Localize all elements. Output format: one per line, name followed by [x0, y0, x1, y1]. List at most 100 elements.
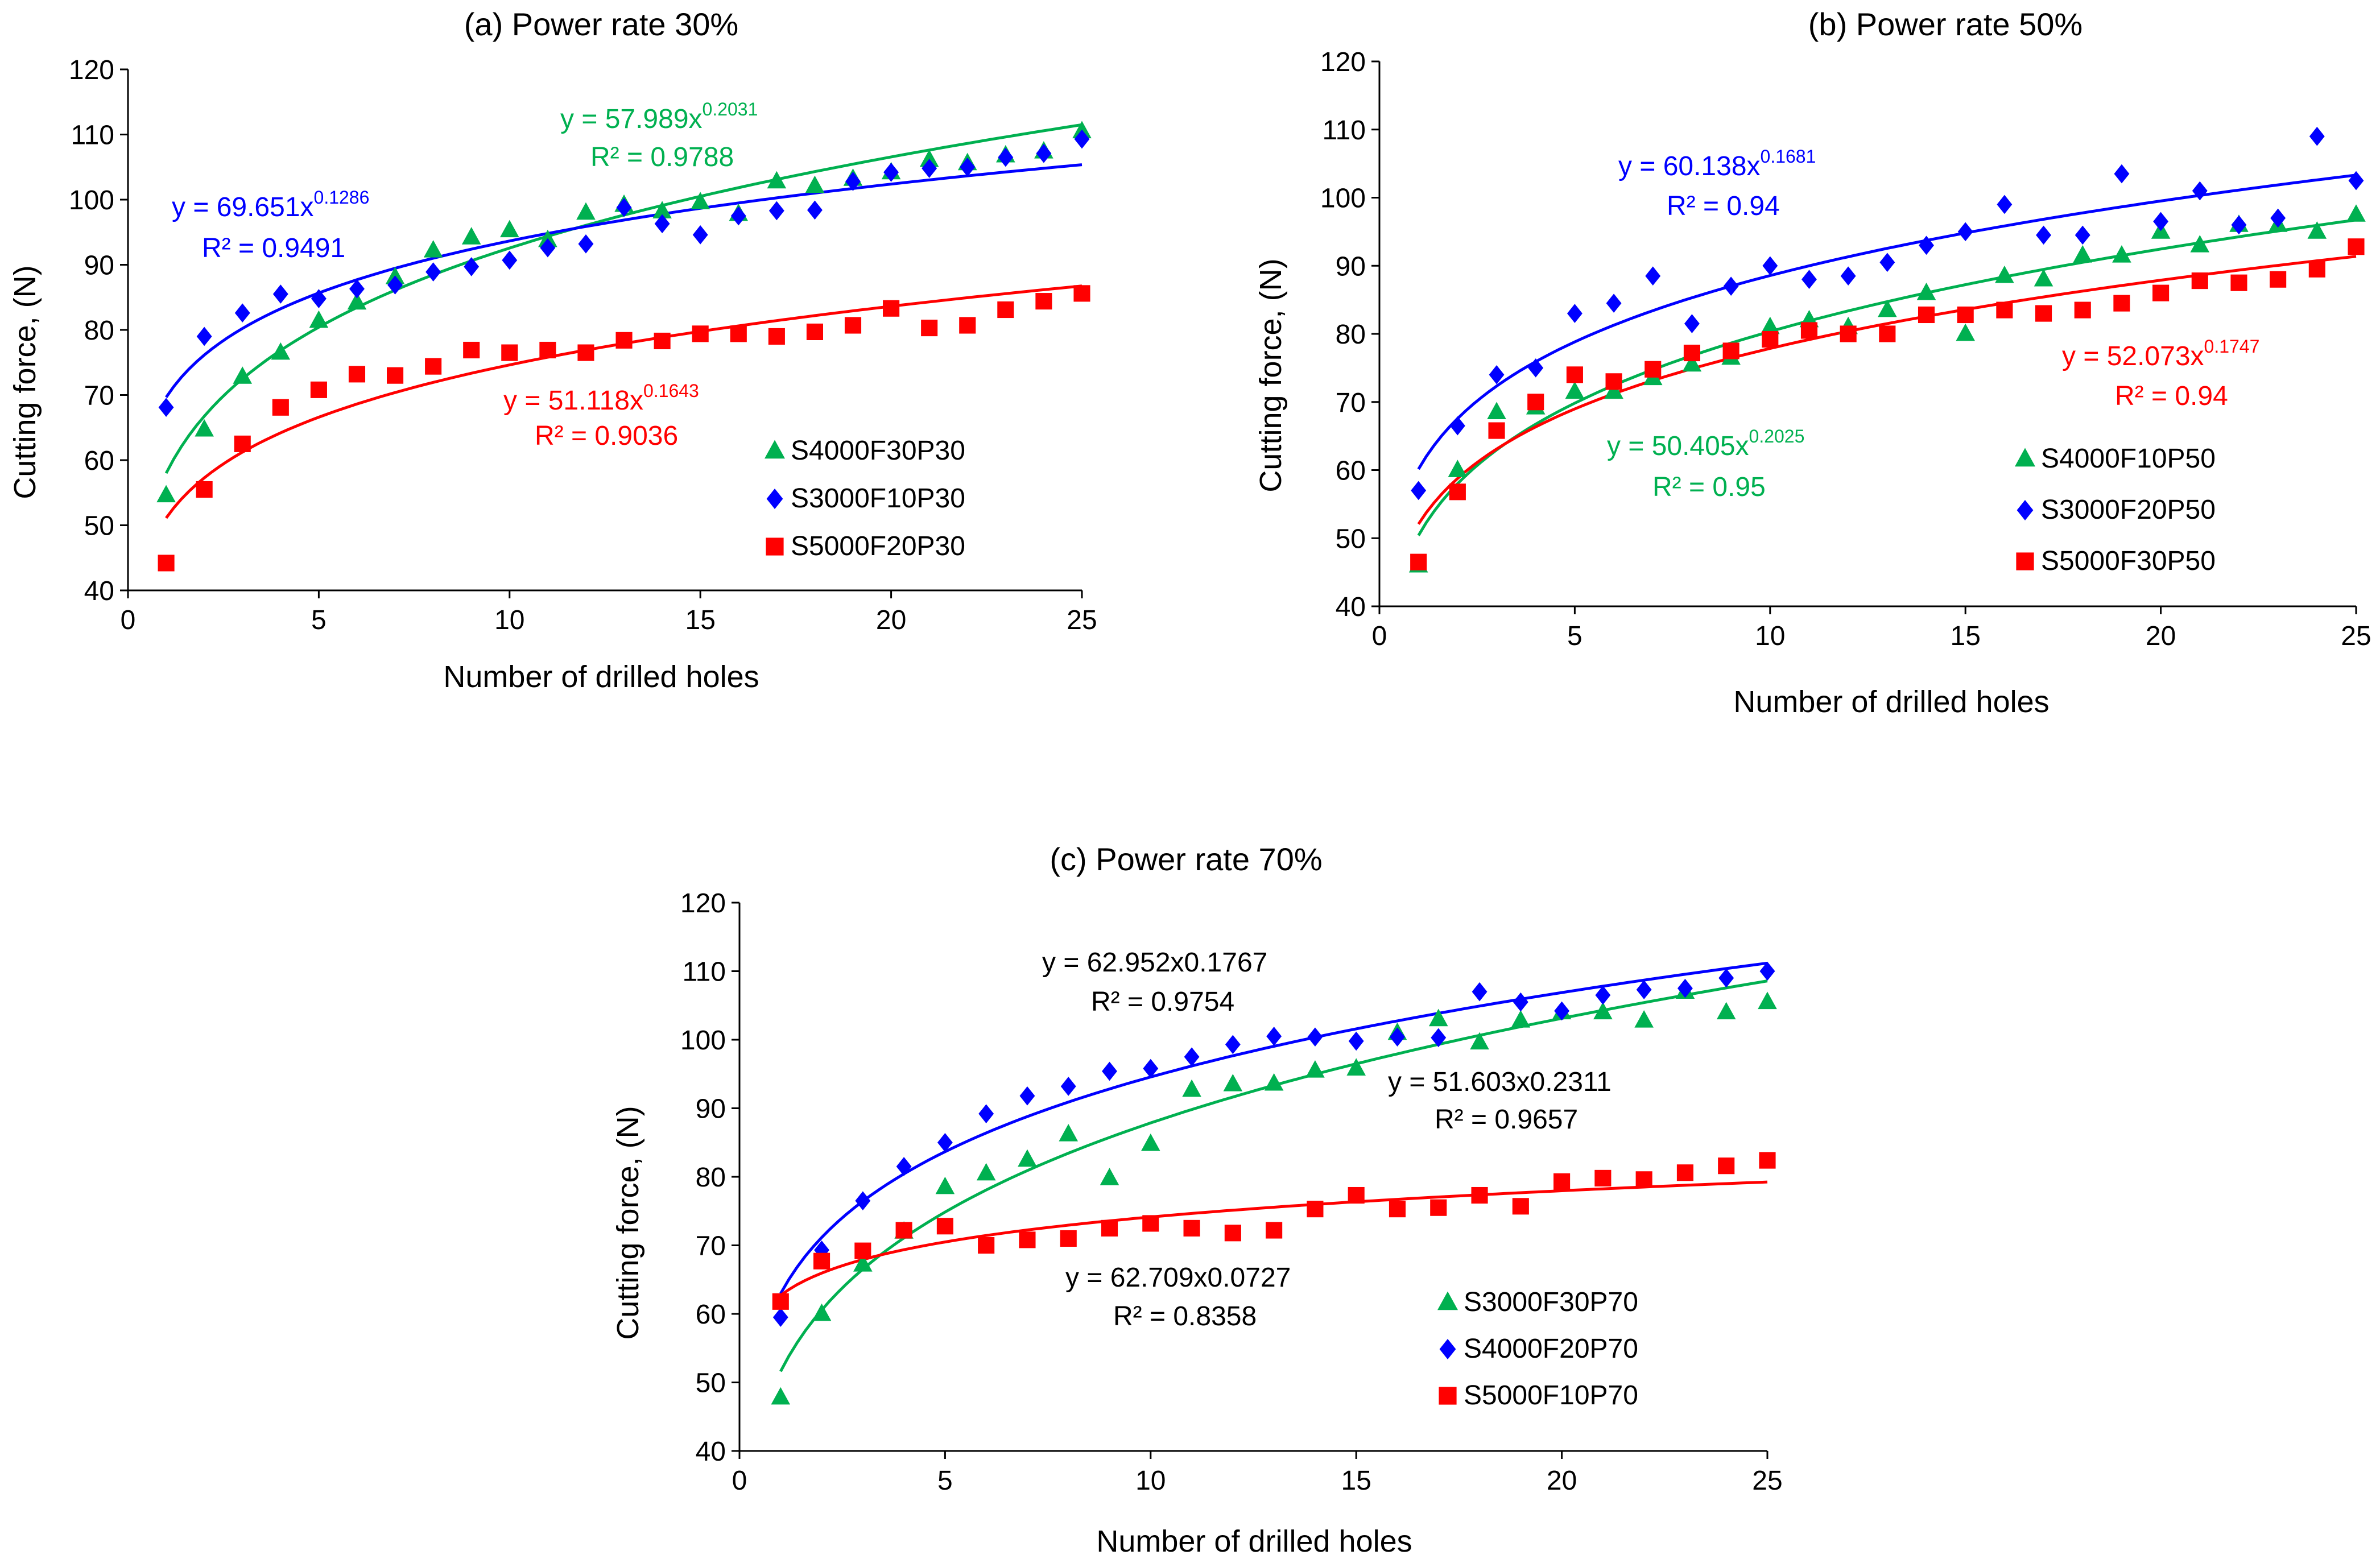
- panel-c-point-s3000f30p70: [1428, 1008, 1448, 1027]
- panel-b-point-s3000f20p50: [2075, 225, 2090, 245]
- panel-c-point-s5000f10p70: [1101, 1219, 1118, 1237]
- panel-c-legend-label-s4000f20p70: S4000F20P70: [1464, 1334, 1638, 1364]
- panel-b-point-s5000f30p50: [1722, 342, 1739, 359]
- panel-b-point-s4000f10p50: [1956, 323, 1975, 341]
- panel-c-y-tick-label: 70: [696, 1231, 726, 1262]
- panel-b-y-tick-label: 110: [1322, 115, 1366, 146]
- panel-c-point-s4000f20p70: [1102, 1061, 1117, 1081]
- panel-a-point-s4000f30p30: [691, 192, 710, 209]
- panel-c-point-s5000f10p70: [813, 1252, 830, 1270]
- panel-c-point-s3000f30p70: [853, 1254, 873, 1272]
- panel-a-legend-label-s3000f10p30: S3000F10P30: [791, 483, 965, 514]
- panel-b-point-s5000f30p50: [1683, 344, 1700, 362]
- panel-a-point-s4000f30p30: [156, 485, 176, 503]
- panel-c-point-s5000f10p70: [1635, 1171, 1652, 1188]
- panel-c-point-s4000f20p70: [1718, 968, 1734, 988]
- panel-b-point-s3000f20p50: [1840, 266, 1856, 286]
- panel-a-legend-label-s5000f20p30: S5000F20P30: [791, 531, 965, 561]
- panel-a-point-s5000f20p30: [844, 317, 862, 334]
- panel-c-point-s4000f20p70: [1143, 1058, 1159, 1078]
- panel-b: (b) Power rate 50% Cutting force, (N) Nu…: [1254, 6, 2259, 719]
- panel-a-fit-equation-base: y = 57.989x: [560, 104, 703, 134]
- panel-c-title: (c) Power rate 70%: [1049, 841, 1322, 877]
- panel-a-point-s5000f20p30: [234, 435, 251, 452]
- panel-b-point-s3000f20p50: [1606, 293, 1622, 313]
- panel-c-x-tick-label: 20: [1547, 1466, 1577, 1496]
- panel-c-point-s5000f10p70: [1389, 1201, 1406, 1218]
- panel-a-point-s5000f20p30: [387, 367, 404, 384]
- panel-b-point-s5000f30p50: [1566, 366, 1583, 383]
- panel-b-point-s4000f10p50: [1995, 265, 2014, 283]
- panel-a-y-tick-label: 70: [84, 381, 114, 411]
- panel-c-legend-marker-s3000f30p70: [1437, 1291, 1458, 1310]
- panel-b-point-s3000f20p50: [1489, 365, 1505, 384]
- panel-a-point-s4000f30p30: [309, 310, 329, 328]
- panel-a-legend-marker-s3000f10p30: [766, 489, 783, 509]
- panel-c-point-s5000f10p70: [1471, 1186, 1488, 1204]
- panel-c-fit-equation-s5000f10p70: y = 62.709x0.0727: [1065, 1263, 1291, 1293]
- panel-c-point-s5000f10p70: [772, 1293, 789, 1310]
- panel-b-legend-label-s5000f30p50: S5000F30P50: [2041, 546, 2216, 576]
- panel-a-fit-r2-s4000f30p30: R² = 0.9788: [590, 142, 734, 172]
- panel-a-fit-equation-exponent: 0.1286: [314, 187, 370, 208]
- panel-a-point-s5000f20p30: [577, 344, 594, 361]
- panel-b-fit-equation-s4000f10p50: y = 50.405x0.2025: [1607, 426, 1804, 461]
- panel-a-y-tick-label: 40: [84, 576, 114, 606]
- panel-a-fit-r2-s5000f20p30: R² = 0.9036: [535, 421, 678, 451]
- panel-a-x-tick-label: 15: [685, 605, 716, 635]
- panel-b-point-s5000f30p50: [2152, 284, 2170, 301]
- panel-c-point-s4000f20p70: [937, 1132, 953, 1152]
- panel-c-point-s5000f10p70: [1307, 1201, 1324, 1218]
- panel-b-point-s4000f10p50: [1565, 381, 1585, 399]
- panel-c-point-s4000f20p70: [1307, 1027, 1323, 1047]
- panel-c-x-tick-label: 10: [1135, 1466, 1166, 1496]
- panel-a-point-s5000f20p30: [692, 325, 709, 342]
- panel-a-point-s3000f10p30: [425, 262, 441, 282]
- panel-a-point-s4000f30p30: [576, 202, 596, 220]
- panel-b-point-s3000f20p50: [1919, 235, 1934, 255]
- panel-c-point-s5000f10p70: [936, 1218, 953, 1235]
- panel-a-point-s5000f20p30: [654, 332, 671, 350]
- panel-c-legend-label-s3000f30p70: S3000F30P70: [1464, 1287, 1638, 1317]
- panel-b-point-s4000f10p50: [1916, 282, 1936, 300]
- panel-a-y-tick-label: 90: [84, 251, 114, 281]
- panel-c: (c) Power rate 70% Cutting force, (N) Nu…: [611, 841, 1612, 1558]
- panel-a-fit-equation-s5000f20p30: y = 51.118x0.1643: [503, 381, 699, 416]
- panel-a-y-tick-label: 120: [69, 55, 114, 85]
- panel-a-point-s4000f30p30: [500, 220, 519, 238]
- panel-c-point-s5000f10p70: [1718, 1157, 1735, 1175]
- panel-c-point-s4000f20p70: [1390, 1027, 1405, 1047]
- panel-a-point-s5000f20p30: [1035, 293, 1052, 310]
- panel-a-point-s5000f20p30: [883, 300, 900, 317]
- panel-a-point-s3000f10p30: [158, 398, 174, 417]
- panel-b-y-tick-label: 120: [1320, 47, 1366, 77]
- panel-b-point-s3000f20p50: [1645, 266, 1661, 286]
- panel-c-point-s5000f10p70: [1060, 1230, 1077, 1247]
- panel-a-fit-equation-s4000f30p30: y = 57.989x0.2031: [560, 99, 758, 134]
- panel-b-legend-marker-s3000f20p50: [2017, 500, 2034, 520]
- panel-a-y-tick-label: 50: [84, 511, 114, 541]
- panel-c-point-s4000f20p70: [1184, 1047, 1200, 1066]
- panel-b-x-tick-label: 0: [1372, 621, 1387, 651]
- panel-a-point-s5000f20p30: [768, 328, 785, 345]
- panel-a-point-s4000f30p30: [461, 227, 481, 245]
- panel-c-point-s3000f30p70: [1018, 1149, 1037, 1167]
- panel-b-point-s4000f10p50: [1878, 299, 1897, 317]
- panel-b-point-s3000f20p50: [2153, 212, 2169, 231]
- panel-b-point-s5000f30p50: [2074, 301, 2091, 319]
- panel-c-point-s5000f10p70: [895, 1222, 912, 1239]
- panel-a-fit-r2-s3000f10p30: R² = 0.9491: [202, 233, 345, 263]
- panel-c-x-tick-label: 25: [1752, 1466, 1782, 1496]
- panel-b-x-tick-label: 10: [1755, 621, 1785, 651]
- panel-c-point-s5000f10p70: [1019, 1231, 1036, 1248]
- panel-c-point-s5000f10p70: [978, 1237, 995, 1254]
- panel-a-point-s5000f20p30: [806, 323, 823, 340]
- panel-c-y-tick-label: 80: [696, 1163, 726, 1193]
- panel-b-point-s3000f20p50: [2231, 215, 2247, 235]
- panel-a-legend-marker-s4000f30p30: [765, 440, 785, 459]
- panel-a-point-s5000f20p30: [539, 341, 556, 359]
- panel-c-point-s5000f10p70: [1348, 1186, 1365, 1204]
- panel-b-point-s5000f30p50: [1918, 306, 1935, 324]
- panel-a-xlabel: Number of drilled holes: [443, 660, 759, 694]
